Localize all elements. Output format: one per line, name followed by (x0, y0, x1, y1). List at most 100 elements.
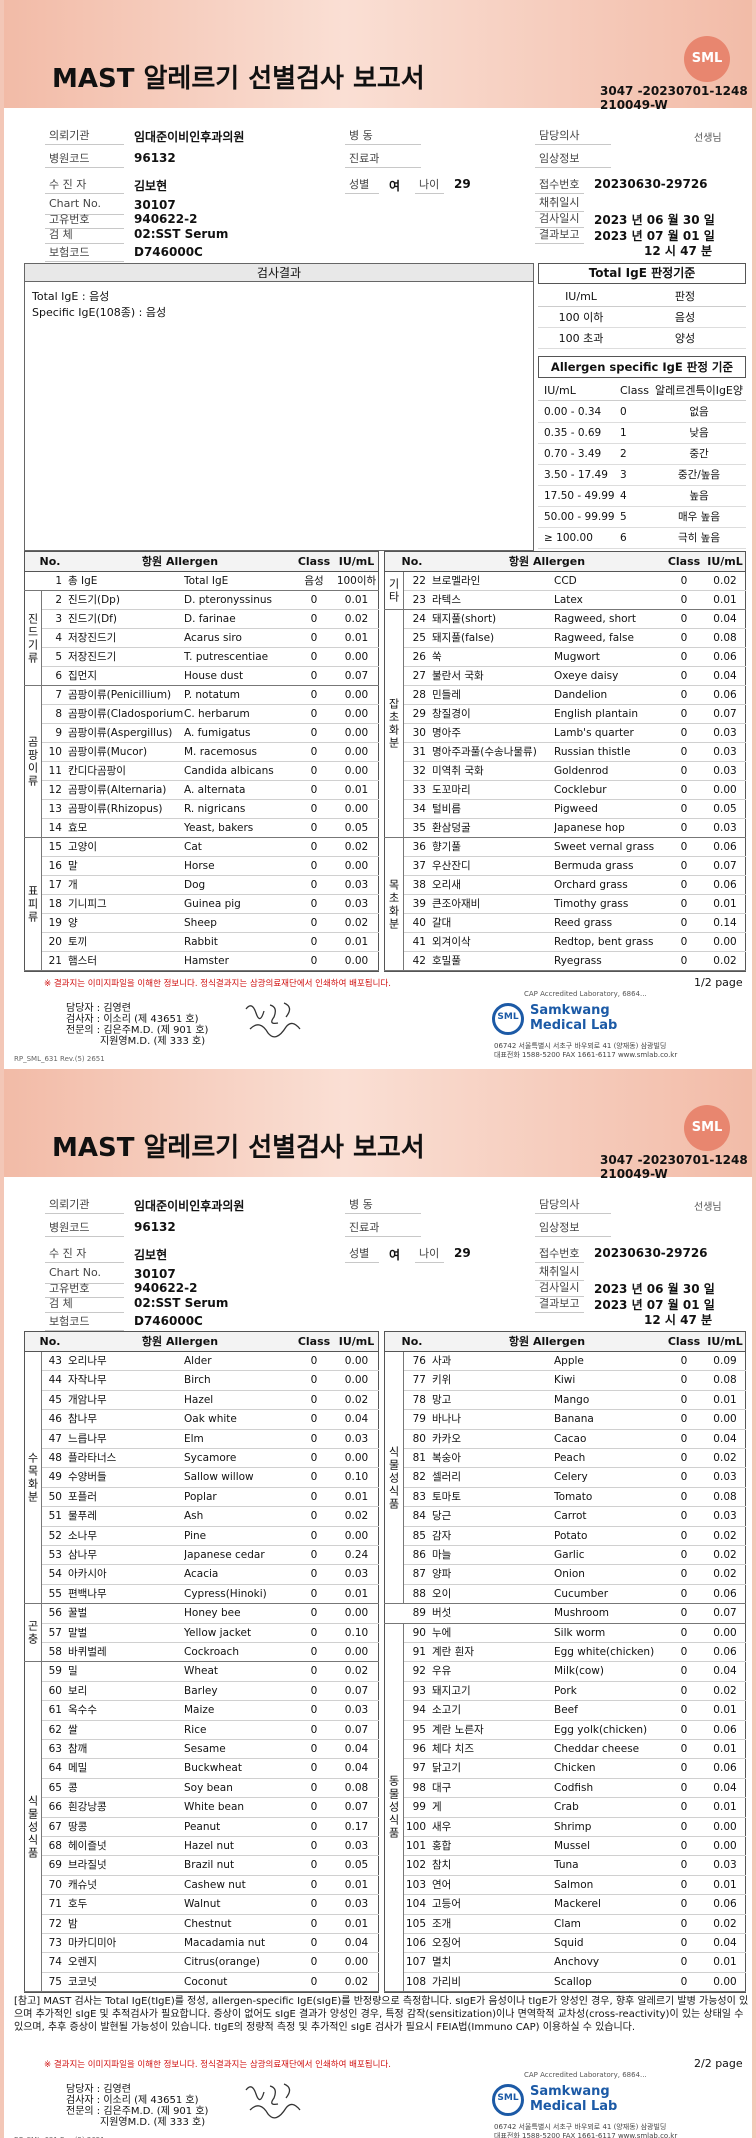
info-label: 나이 (415, 1245, 444, 1263)
row-line (42, 1428, 379, 1430)
criteria-cell: ≥ 100.00 (538, 528, 616, 549)
allergen-en: A. alternata (184, 784, 246, 796)
allergen-ko: 메밀 (68, 1762, 88, 1775)
allergen-no: 31 (412, 746, 426, 758)
info-value: 2023 년 06 월 30 일 (594, 213, 715, 227)
allergen-ko: 저장진드기 (68, 632, 117, 644)
allergen-no: 40 (412, 917, 426, 929)
allergen-ko: 총 IgE (68, 575, 98, 587)
allergen-ko: 수양버들 (68, 1471, 107, 1484)
allergen-value: 0.00 (344, 955, 369, 967)
allergen-no: 54 (48, 1568, 62, 1581)
allergen-value: 0.07 (344, 1684, 369, 1697)
allergen-class: 0 (310, 1878, 318, 1891)
form-code: RP_SML_631 Rev.(5) 2651 (14, 1055, 105, 1063)
info-label: Chart No. (45, 1266, 124, 1284)
allergen-value: 0.08 (344, 1781, 369, 1794)
staff-line: 지원영M.D. (제 333 호) (100, 2117, 206, 2129)
allergen-class: 0 (310, 1374, 318, 1387)
allergen-value: 0.04 (344, 1762, 369, 1775)
staff-line: 전문의 : 김은주M.D. (제 901 호) (66, 1025, 209, 1036)
allergen-ko: 오리새 (432, 879, 461, 891)
row-line (42, 1370, 379, 1372)
allergen-no: 1 (55, 575, 62, 587)
info-value: 02:SST Serum (134, 227, 229, 241)
allergen-ko: 아카시아 (68, 1568, 107, 1581)
criteria-title: Allergen specific IgE 판정 기준 (538, 356, 746, 378)
row-line (42, 1777, 379, 1779)
row-line (404, 1506, 746, 1508)
allergen-en: Japanese cedar (184, 1549, 265, 1561)
allergen-no: 4 (55, 632, 62, 644)
criteria-cell: 4 (616, 486, 652, 507)
allergen-ko: 갈대 (432, 917, 452, 929)
allergen-class: 0 (680, 594, 688, 606)
allergen-en: Pigweed (554, 803, 598, 815)
row-line (42, 647, 379, 648)
info-label: 병원코드 (45, 1219, 124, 1237)
info-value: 여 (389, 179, 401, 193)
lab-name: Medical Lab (530, 1018, 618, 1033)
row-line (42, 1797, 379, 1799)
allergen-class: 0 (680, 1452, 688, 1464)
allergen-ko: 기니피그 (68, 898, 107, 910)
allergen-no: 38 (412, 879, 426, 891)
allergen-class: 음성 (304, 575, 324, 587)
allergen-no: 108 (405, 1975, 426, 1988)
allergen-en: Candida albicans (184, 765, 274, 777)
allergen-ko: 오리나무 (68, 1355, 107, 1367)
allergen-no: 106 (405, 1937, 426, 1949)
group-label: 곰팡이류 (24, 686, 42, 838)
allergen-value: 0.00 (344, 765, 369, 777)
row-line (42, 1545, 379, 1546)
staff-line: 담당자 : 김영련 (66, 2084, 131, 2096)
allergen-ko: 캐슈넛 (68, 1878, 97, 1891)
form-code: RP_SML_631 Rev.(5) 2651 (14, 2136, 105, 2138)
criteria-cell: 극히 높음 (652, 528, 746, 549)
row-line (42, 1642, 379, 1643)
allergen-ko: 라텍스 (432, 594, 461, 606)
allergen-value: 0.10 (344, 1471, 369, 1484)
signature (245, 1002, 301, 1038)
allergen-value: 0.00 (713, 1626, 737, 1639)
allergen-value: 0.00 (344, 860, 369, 872)
group-label: 식물성식품 (24, 1662, 42, 1993)
allergen-en: Mushroom (554, 1607, 610, 1620)
row-line (42, 761, 379, 762)
footer-notice: ※ 결과지는 이미지파일을 이해한 정보니다. 정식결과지는 삼광의료재단에서 … (44, 979, 391, 989)
row-line (42, 1389, 379, 1391)
allergen-ko: 쌀 (68, 1723, 78, 1736)
allergen-class: 0 (680, 1743, 688, 1755)
allergen-class: 0 (310, 860, 318, 872)
allergen-en: Mango (554, 1393, 590, 1406)
allergen-class: 0 (680, 1549, 688, 1561)
allergen-ko: 보리 (68, 1684, 88, 1697)
allergen-no: 98 (412, 1781, 426, 1794)
allergen-value: 0.01 (344, 1878, 369, 1891)
criteria-cell: 100 이하 (538, 307, 624, 328)
info-label: 진료과 (345, 150, 421, 168)
allergen-value: 0.07 (344, 670, 369, 682)
allergen-en: Timothy grass (554, 898, 629, 910)
criteria-cell: 중간 (652, 444, 746, 465)
allergen-en: Ash (184, 1510, 204, 1523)
allergen-no: 21 (48, 955, 62, 967)
header-allergen: 항원 Allergen (508, 1335, 586, 1348)
info-label: 검사일시 (535, 1279, 584, 1297)
criteria-header: 판정 (624, 286, 746, 307)
allergen-no: 81 (412, 1452, 426, 1464)
allergen-en: CCD (554, 575, 577, 587)
row-line (404, 1389, 746, 1391)
row-line (404, 1680, 746, 1682)
lab-logo: SML (684, 36, 730, 82)
criteria-cell: 중간/높음 (652, 465, 746, 486)
allergen-class: 0 (310, 1626, 318, 1639)
allergen-ko: 명아주 (432, 727, 461, 739)
allergen-ko: 곰팡이류(Alternaria) (68, 784, 167, 796)
row-line (404, 1758, 746, 1760)
criteria-cell: 높음 (652, 486, 746, 507)
allergen-no: 89 (412, 1607, 426, 1620)
allergen-ko: 키위 (432, 1374, 452, 1387)
allergen-class: 0 (310, 1743, 318, 1755)
allergen-value: 0.04 (713, 613, 737, 625)
